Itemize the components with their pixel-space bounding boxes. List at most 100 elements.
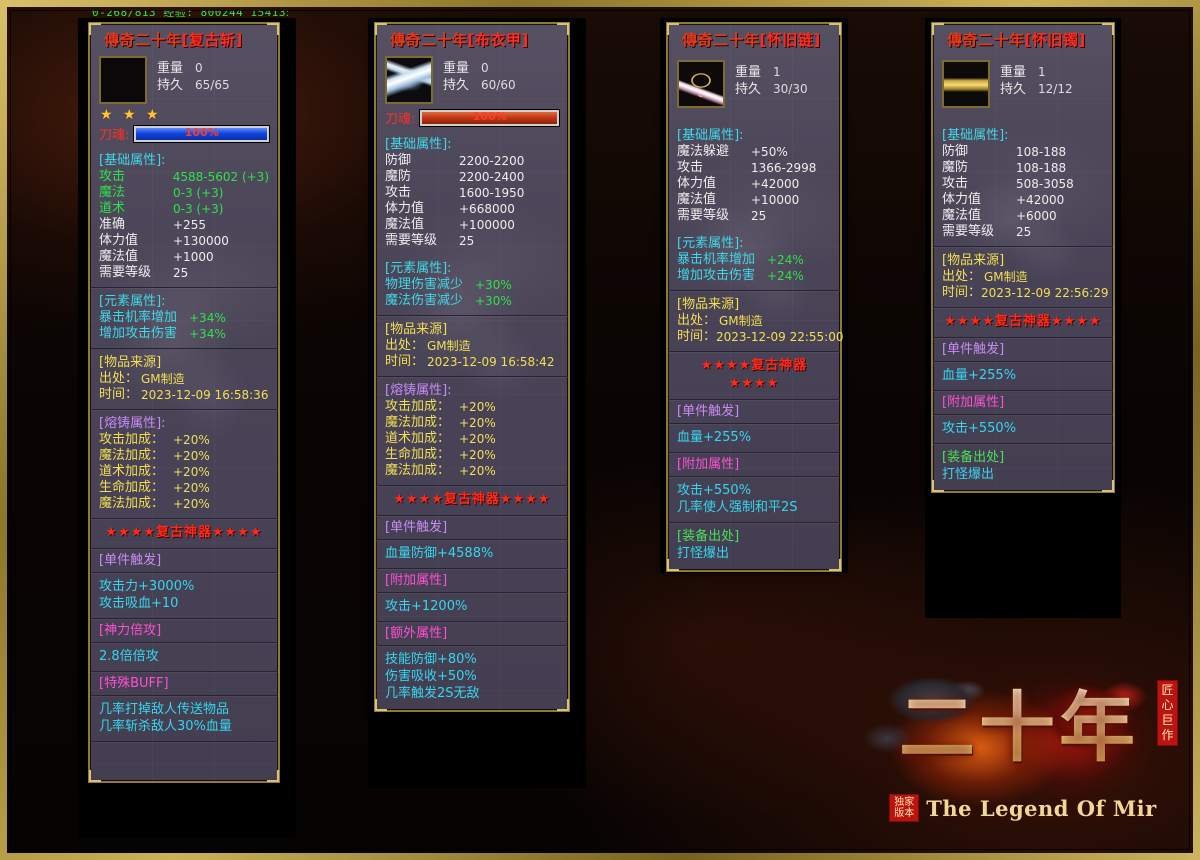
attribute-row: 道术加成： +20% bbox=[99, 464, 269, 480]
section-panel-footer bbox=[90, 742, 278, 779]
attribute-value: 25 bbox=[459, 234, 475, 248]
attribute-value: +20% bbox=[459, 400, 496, 414]
attribute-key: 道术加成： bbox=[99, 464, 165, 479]
item-title-brand: 傳奇二十年 bbox=[682, 31, 760, 49]
necklace-icon[interactable] bbox=[677, 60, 725, 108]
logo-subtitle-row: 独家版本 The Legend Of Mir bbox=[870, 794, 1176, 822]
attribute-value: +50% bbox=[751, 145, 788, 159]
attribute-value: 108-188 bbox=[1016, 145, 1067, 159]
source-from-label: 出处： bbox=[677, 313, 717, 328]
element-attributes-header: [元素属性]: bbox=[677, 236, 744, 251]
source-time-value: 2023-12-09 16:58:36 bbox=[141, 388, 269, 402]
effect-line: 几率斩杀敌人30%血量 bbox=[99, 719, 232, 734]
item-panel-weapon[interactable]: 傳奇二十年[复古斩] 重量 0 持久 65/65 ★ ★ ★ 刀魂: 100% [基… bbox=[88, 22, 280, 783]
attribute-key: 暴击机率增加 bbox=[99, 310, 178, 325]
weight-label: 重量 bbox=[1000, 65, 1027, 80]
attribute-value: +42000 bbox=[1016, 193, 1065, 207]
item-basic-stats: 重量 0 持久 65/65 bbox=[157, 56, 230, 94]
source-time-value: 2023-12-09 16:58:42 bbox=[427, 355, 555, 369]
source-from-value: GM制造 bbox=[984, 270, 1028, 284]
attribute-row: 魔法值 +6000 bbox=[942, 208, 1104, 224]
bracelet-icon[interactable] bbox=[942, 60, 990, 108]
section-single-trigger-lines: 血量防御+4588% bbox=[376, 540, 568, 569]
attribute-row: 生命加成： +20% bbox=[99, 480, 269, 496]
source-time-value: 2023-12-09 22:55:00 bbox=[716, 330, 844, 344]
divine-banner: ★★★★复古神器★★★★ bbox=[90, 519, 278, 549]
source-time-label: 时间： bbox=[385, 354, 425, 369]
attribute-key: 体力值 bbox=[99, 233, 139, 248]
weight-label: 重量 bbox=[735, 65, 762, 80]
attribute-key: 魔法加成： bbox=[99, 496, 165, 511]
attribute-key: 魔法加成： bbox=[99, 448, 165, 463]
effect-line: 攻击+550% bbox=[677, 483, 752, 498]
logo-main-text: 二十年 bbox=[854, 680, 1184, 776]
attribute-value: +20% bbox=[173, 465, 210, 479]
attribute-row: 体力值 +668000 bbox=[385, 201, 559, 217]
section-extra-lines: 攻击+550% bbox=[933, 415, 1113, 444]
attribute-row: 增加攻击伤害 +24% bbox=[677, 268, 831, 284]
item-basic-stats: 重量 1 持久 12/12 bbox=[1000, 60, 1073, 98]
attribute-value: 25 bbox=[1016, 225, 1032, 239]
item-title-name: [怀旧链] bbox=[759, 31, 821, 49]
attribute-key: 攻击 bbox=[677, 160, 704, 175]
attribute-row: 暴击机率增加 +34% bbox=[99, 310, 269, 326]
single-trigger-header: [单件触发] bbox=[385, 520, 448, 535]
section-item-source: [物品来源] 出处： GM制造 时间： 2023-12-09 16:58:42 bbox=[376, 316, 568, 377]
item-title-name: [布衣甲] bbox=[467, 31, 529, 49]
attribute-row: 准确 +255 bbox=[99, 217, 269, 233]
single-trigger-header: [单件触发] bbox=[677, 404, 740, 419]
attribute-row: 魔法伤害减少 +30% bbox=[385, 293, 559, 309]
effect-line: 2.8倍倍攻 bbox=[99, 649, 159, 664]
attribute-key: 体力值 bbox=[942, 192, 982, 207]
divine-banner: ★★★★复古神器★★★★ bbox=[376, 486, 568, 516]
source-from-label: 出处： bbox=[942, 269, 982, 284]
logo-glow bbox=[864, 670, 1164, 820]
attribute-key: 需要等级 bbox=[385, 233, 438, 248]
item-header: 重量 1 持久 12/12 bbox=[933, 54, 1113, 108]
element-attributes-header: [元素属性]: bbox=[385, 261, 452, 276]
attribute-row: 道术加成： +20% bbox=[385, 431, 559, 447]
attribute-row: 魔法值 +10000 bbox=[677, 192, 831, 208]
attribute-row: 增加攻击伤害 +34% bbox=[99, 326, 269, 342]
section-single-trigger-header: [单件触发] bbox=[90, 549, 278, 573]
sword-icon[interactable] bbox=[99, 56, 147, 104]
soul-percent: 100% bbox=[472, 109, 507, 123]
divine-banner: ★★★★复古神器★★★★ bbox=[933, 308, 1113, 338]
section-power-header: [神力倍攻] bbox=[90, 619, 278, 643]
item-title: 傳奇二十年[怀旧链] bbox=[682, 30, 840, 50]
item-panel-necklace[interactable]: 傳奇二十年[怀旧链] 重量 1 持久 30/30 [基础属性]: 魔法躲避 +50% 攻… bbox=[666, 22, 844, 572]
armor-icon[interactable] bbox=[385, 56, 433, 104]
attribute-value: +20% bbox=[459, 432, 496, 446]
attribute-row: 物理伤害减少 +30% bbox=[385, 277, 559, 293]
attribute-row: 攻击 1600-1950 bbox=[385, 185, 559, 201]
section-single-trigger-lines: 攻击力+3000% 攻击吸血+10 bbox=[90, 573, 278, 619]
attribute-value: +42000 bbox=[751, 177, 800, 191]
attribute-key: 需要等级 bbox=[99, 265, 152, 280]
attribute-key: 魔法值 bbox=[385, 217, 425, 232]
attribute-key: 防御 bbox=[942, 144, 969, 159]
dragon-right-icon bbox=[1028, 666, 1158, 784]
base-attributes-header: [基础属性]: bbox=[942, 128, 1009, 143]
source-header: [物品来源] bbox=[99, 355, 162, 370]
attribute-row: 魔法值 +1000 bbox=[99, 249, 269, 265]
section-meld-attributes: [熔铸属性]: 攻击加成： +20% 魔法加成： +20% 道术加成： +20% 生命加成：… bbox=[376, 377, 568, 486]
effect-line: 伤害吸收+50% bbox=[385, 669, 477, 684]
attribute-key: 物理伤害减少 bbox=[385, 277, 464, 292]
section-item-source: [物品来源] 出处： GM制造 时间： 2023-12-09 22:56:29 bbox=[933, 247, 1113, 308]
item-panel-armor[interactable]: 傳奇二十年[布衣甲] 重量 0 持久 60/60 刀魂: 100% [基础属性]: … bbox=[374, 22, 570, 712]
attribute-value: 25 bbox=[173, 266, 189, 280]
attribute-key: 魔法值 bbox=[677, 192, 717, 207]
source-header: [物品来源] bbox=[677, 297, 740, 312]
attribute-value: +30% bbox=[475, 278, 512, 292]
attribute-key: 魔法伤害减少 bbox=[385, 293, 464, 308]
attribute-row: 攻击加成： +20% bbox=[99, 432, 269, 448]
section-base-attributes: [基础属性]: 防御 2200-2200 魔防 2200-2400 攻击 1600-195… bbox=[376, 131, 568, 255]
section-item-source: [物品来源] 出处： GM制造 时间： 2023-12-09 16:58:36 bbox=[90, 348, 278, 410]
extra-attributes-header: [附加属性] bbox=[385, 573, 448, 588]
item-panel-bracelet[interactable]: 傳奇二十年[怀旧镯] 重量 1 持久 12/12 [基础属性]: 防御 108-188… bbox=[931, 22, 1115, 493]
effect-line: 技能防御+80% bbox=[385, 652, 477, 667]
meld-header: [熔铸属性]: bbox=[385, 383, 452, 398]
attribute-row: 魔防 108-188 bbox=[942, 160, 1104, 176]
section-buff-lines: 几率打掉敌人传送物品 几率斩杀敌人30%血量 bbox=[90, 696, 278, 742]
